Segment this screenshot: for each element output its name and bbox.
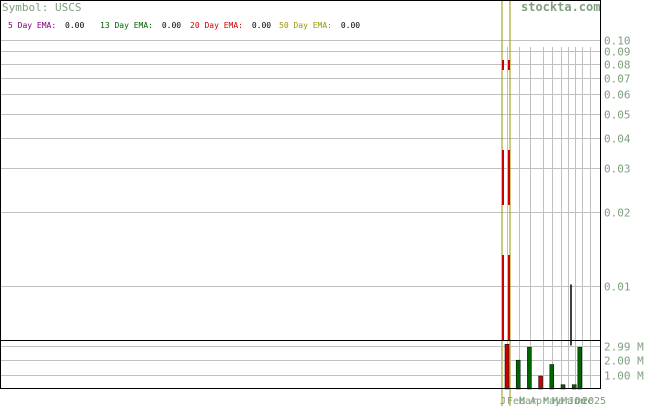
legend-5day: 5 Day EMA: 0.00 — [8, 21, 84, 30]
symbol-label: Symbol: USCS — [2, 1, 81, 14]
price-tick-label: 0.07 — [604, 73, 631, 86]
volume-axis: 2.99 M2.00 M 1.00 M — [604, 341, 644, 383]
x-tick-label: Mar — [561, 396, 579, 406]
volume-bar — [527, 346, 532, 390]
legend-5day-value: 0.00 — [65, 21, 84, 30]
x-tick-label: Dec — [575, 396, 593, 406]
price-tick-label: 0.02 — [604, 207, 631, 220]
price-axis: 0.100.090.080.07 0.06 0.05 0.04 0.03 0.02 0.01 — [604, 35, 631, 294]
price-horizontal-grid — [0, 40, 601, 287]
volume-bar — [549, 364, 555, 390]
legend-50day-label: 50 Day EMA: — [279, 21, 332, 30]
legend-13day-value: 0.00 — [162, 21, 181, 30]
legend-20day: 20 Day EMA: 0.00 — [190, 21, 271, 30]
volume-bar — [577, 346, 583, 390]
price-vertical-grid — [507, 47, 591, 340]
price-tick-label: 0.08 — [604, 59, 631, 72]
x-tick-label: Apr — [530, 396, 548, 406]
volume-bar — [504, 344, 510, 390]
price-tick-label: 0.05 — [604, 109, 631, 122]
x-tick-label: 2025 — [582, 396, 606, 406]
volume-bar — [515, 359, 521, 390]
chart-frame — [0, 0, 601, 389]
legend-20day-label: 20 Day EMA: — [190, 21, 243, 30]
volume-tick-label: 2.99 M — [604, 341, 644, 354]
volume-horizontal-grid — [0, 346, 601, 376]
legend-5day-label: 5 Day EMA: — [8, 21, 56, 30]
volume-panel: 2.99 M2.00 M 1.00 M — [0, 340, 644, 390]
volume-bar — [538, 375, 543, 390]
price-tick-label: 0.03 — [604, 163, 631, 176]
volume-tick-label: 2.00 M — [604, 355, 644, 368]
ema-legend: 5 Day EMA: 0.00 13 Day EMA: 0.00 20 Day … — [8, 21, 360, 30]
price-tick-label: 0.09 — [604, 46, 631, 59]
x-tick-label: Jun — [568, 396, 586, 406]
legend-50day: 50 Day EMA: 0.00 — [279, 21, 360, 30]
x-tick-label: Mar — [519, 396, 537, 406]
legend-50day-value: 0.00 — [341, 21, 360, 30]
x-tick-label: May — [543, 396, 561, 406]
price-series — [501, 0, 572, 406]
price-tick-label: 0.10 — [604, 35, 631, 48]
price-panel: 0.100.090.080.07 0.06 0.05 0.04 0.03 0.02 0.01 — [0, 0, 631, 406]
volume-tick-label: 1.00 M — [604, 370, 644, 383]
price-tick-label: 0.06 — [604, 89, 631, 102]
legend-13day: 13 Day EMA: 0.00 — [100, 21, 181, 30]
x-tick-label: Feb — [507, 396, 525, 406]
x-tick-label: Mar — [552, 396, 570, 406]
price-tick-label: 0.04 — [604, 133, 631, 146]
price-tick-label: 0.01 — [604, 281, 631, 294]
legend-20day-value: 0.00 — [252, 21, 271, 30]
legend-13day-label: 13 Day EMA: — [100, 21, 153, 30]
brand-label: stockta.com — [521, 0, 600, 14]
x-tick-label: J — [500, 396, 506, 406]
